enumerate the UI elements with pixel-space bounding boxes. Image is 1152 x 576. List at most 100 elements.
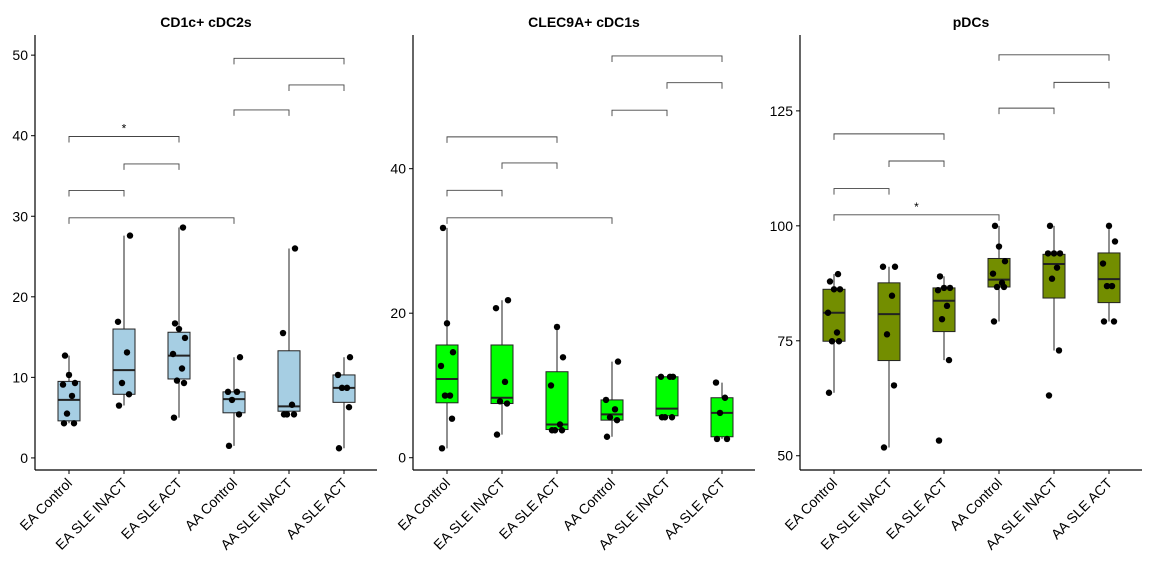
box-group [277, 248, 301, 415]
data-point [989, 270, 997, 277]
data-point [181, 334, 189, 342]
data-point [439, 224, 447, 232]
data-point [225, 442, 233, 450]
bracket-line [666, 82, 723, 89]
data-point [291, 245, 299, 252]
data-point [175, 325, 183, 333]
data-point [995, 243, 1003, 250]
comparison-bracket [888, 160, 945, 167]
data-point [345, 403, 353, 411]
data-point [449, 349, 457, 356]
data-point [60, 420, 68, 427]
chart-title: CD1c+ cDC2s [160, 14, 252, 30]
data-point [836, 286, 844, 293]
bracket-line [833, 214, 1000, 221]
significance-label: * [914, 200, 919, 214]
data-point [1046, 222, 1054, 230]
data-point [835, 338, 843, 345]
bracket-line [1053, 81, 1110, 89]
data-point [614, 358, 622, 365]
data-point [661, 414, 669, 421]
box-rect [1097, 252, 1121, 304]
box-group [112, 235, 136, 406]
data-point [716, 409, 724, 417]
data-point [991, 222, 999, 230]
data-point [503, 400, 511, 407]
bracket-line [501, 162, 558, 169]
data-point [178, 365, 186, 372]
data-point [448, 415, 456, 422]
bracket-line [68, 190, 125, 197]
data-point [611, 406, 619, 413]
bracket-line [123, 163, 180, 170]
data-point [826, 278, 834, 285]
comparison-bracket [998, 54, 1110, 61]
bracket-line [833, 133, 945, 140]
significance-label: * [122, 122, 127, 136]
bracket-line [68, 136, 180, 143]
data-point [59, 381, 67, 388]
data-point [1100, 318, 1108, 325]
y-tick-label: 0 [20, 450, 28, 466]
data-point [828, 338, 836, 345]
chart-title: CLEC9A+ cDC1s [528, 14, 640, 30]
data-point [338, 384, 346, 392]
data-point [883, 331, 891, 338]
data-point [236, 354, 244, 361]
box-group [987, 225, 1011, 322]
data-point [71, 379, 79, 387]
data-point [123, 349, 131, 356]
comparison-bracket [233, 57, 345, 65]
box-rect [710, 397, 734, 438]
data-point [438, 445, 446, 452]
y-tick-label: 50 [777, 448, 793, 464]
data-point [879, 263, 887, 270]
box-group [877, 266, 901, 448]
data-point [723, 435, 731, 443]
box-rect [545, 371, 569, 431]
bracket-line [833, 188, 890, 195]
data-point [1053, 264, 1061, 271]
data-point [1099, 260, 1107, 267]
box-rect [112, 328, 136, 395]
comparison-bracket [833, 133, 945, 140]
y-tick-label: 40 [12, 128, 28, 144]
data-point [891, 263, 899, 270]
data-point [169, 350, 177, 358]
data-point [173, 377, 181, 384]
box-rect [932, 287, 956, 333]
data-point [712, 379, 720, 386]
data-point [65, 371, 73, 379]
data-point [1001, 258, 1009, 265]
x-tick-label: AA Control [946, 475, 1005, 534]
comparison-bracket [446, 217, 613, 224]
box-group [710, 382, 734, 439]
data-point [993, 283, 1001, 291]
data-point [68, 392, 76, 400]
x-tick-label: EA Control [781, 475, 840, 534]
x-tick-label: EA Control [16, 475, 75, 534]
data-point [606, 414, 614, 421]
comparison-bracket [446, 189, 503, 197]
box-rect [877, 282, 901, 362]
y-tick-label: 40 [390, 161, 406, 177]
bracket-line [68, 217, 235, 224]
bracket-line [288, 84, 345, 91]
y-tick-label: 10 [12, 369, 28, 385]
data-point [668, 414, 676, 421]
data-point [1055, 347, 1063, 354]
box-group [167, 227, 191, 418]
bracket-line [233, 109, 290, 116]
data-point [657, 373, 665, 380]
data-point [335, 445, 343, 452]
data-point [70, 420, 78, 427]
data-point [936, 273, 944, 280]
bracket-line [888, 160, 945, 167]
data-point [233, 388, 241, 396]
data-point [833, 329, 841, 336]
data-point [946, 284, 954, 292]
box-group [545, 326, 569, 431]
data-point [558, 427, 566, 434]
data-point [713, 435, 721, 443]
